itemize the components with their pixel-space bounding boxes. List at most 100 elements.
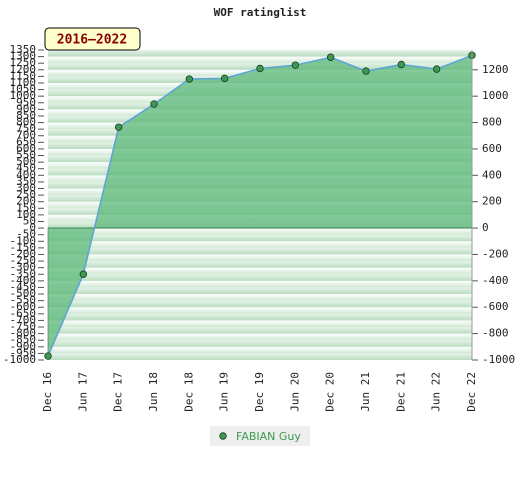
y-tick-label: -100 <box>10 234 37 247</box>
x-tick-label: Dec 21 <box>394 372 407 412</box>
point <box>256 64 264 73</box>
grid-band <box>48 307 472 314</box>
y-tick-label: 900 <box>16 102 36 115</box>
x-tick-label: Jun 18 <box>147 372 160 412</box>
y-tick-label: 300 <box>16 182 36 195</box>
y-tick-label: 700 <box>16 129 36 142</box>
y2-tick-label: 0 <box>482 221 489 234</box>
badge-label: 2016–2022 <box>57 33 127 48</box>
x-tick-label: Jun 19 <box>218 372 231 412</box>
y-tick-label: 1200 <box>10 63 37 76</box>
grid-band <box>48 267 472 275</box>
y-tick-label: 600 <box>16 142 36 155</box>
grid-band <box>48 50 472 57</box>
y-tick-label: 650 <box>16 135 36 148</box>
y-tick-label: 200 <box>16 195 36 208</box>
y2-tick-label: -800 <box>482 327 509 340</box>
grid-band <box>48 300 472 308</box>
y-tick-label: -850 <box>10 333 37 346</box>
point <box>432 65 441 73</box>
grid-band <box>48 280 472 288</box>
y-tick-label: 850 <box>16 109 36 122</box>
chart-title: WOF ratinglist <box>214 6 307 19</box>
y-tick-label: 1350 <box>10 43 37 56</box>
badge-box <box>44 27 141 51</box>
grid-band <box>48 254 472 262</box>
y2-tick-label: 1000 <box>482 89 509 102</box>
y-tick-label: -350 <box>10 267 37 280</box>
x-tick-label: Jun 22 <box>430 372 443 412</box>
y2-tick-label: -1000 <box>482 353 515 366</box>
y-tick-label: -600 <box>10 300 37 313</box>
y-tick-label: 1300 <box>10 50 37 63</box>
y2-tick-label: 800 <box>482 116 502 129</box>
grid-band <box>48 320 472 328</box>
y-tick-label: 1100 <box>10 76 37 89</box>
y-tick-label: -300 <box>10 261 37 274</box>
y2-tick-label: 600 <box>482 142 502 155</box>
y-tick-label: -250 <box>10 254 37 267</box>
legend-label: FABIAN Guy <box>236 430 301 443</box>
y-tick-label: 500 <box>16 155 36 168</box>
x-tick-label: Dec 20 <box>324 372 337 412</box>
point <box>185 75 194 83</box>
x-tick-label: Dec 17 <box>112 372 125 412</box>
y-tick-label: 1050 <box>10 83 37 96</box>
y-tick-label: 50 <box>23 214 36 227</box>
grid-band <box>48 241 472 248</box>
y2-tick-label: -600 <box>482 300 509 313</box>
y-tick-label: 0 <box>29 221 36 234</box>
y-tick-label: 950 <box>16 96 36 109</box>
grid-band <box>48 346 472 354</box>
x-tick-label: Jun 21 <box>359 372 372 412</box>
grid-band <box>48 353 472 360</box>
y2-tick-label: 400 <box>482 168 502 181</box>
y-tick-label: -450 <box>10 280 37 293</box>
x-tick-label: Jun 20 <box>288 372 301 412</box>
y2-tick-label: -400 <box>482 274 509 287</box>
legend-marker <box>219 432 227 440</box>
point <box>326 53 335 61</box>
grid-band <box>48 327 472 334</box>
point <box>114 123 123 131</box>
point <box>150 100 158 108</box>
y-tick-label: -950 <box>10 346 37 359</box>
point <box>397 60 406 69</box>
y-tick-label: 750 <box>16 122 36 135</box>
y-tick-label: 400 <box>16 168 36 181</box>
y-tick-label: -50 <box>16 228 36 241</box>
y2-tick-label: -200 <box>482 247 509 260</box>
y-tick-label: -650 <box>10 307 37 320</box>
x-tick-label: Dec 16 <box>41 372 54 412</box>
x-tick-label: Dec 18 <box>182 372 195 412</box>
y-tick-label: -1000 <box>3 353 36 366</box>
point <box>362 67 370 75</box>
grid-band <box>48 313 472 321</box>
grid-band <box>48 274 472 281</box>
y-tick-label: 1250 <box>10 56 37 69</box>
grid-band <box>48 333 472 341</box>
point <box>44 352 52 360</box>
y-tick-label: -900 <box>10 340 37 353</box>
grid-band <box>48 247 472 255</box>
y-tick-label: 100 <box>16 208 36 221</box>
grid-band <box>48 56 472 64</box>
y-tick-label: -700 <box>10 313 37 326</box>
point <box>220 74 229 83</box>
y-tick-label: -550 <box>10 294 37 307</box>
y-tick-label: 1000 <box>10 89 37 102</box>
grid-band <box>48 287 472 295</box>
legend-box <box>210 426 310 446</box>
y-tick-label: 250 <box>16 188 36 201</box>
grid-band <box>48 261 472 268</box>
x-tick-label: Dec 22 <box>465 372 478 412</box>
y-tick-label: 1150 <box>10 69 37 82</box>
grid-band <box>48 234 472 242</box>
y-tick-label: -400 <box>10 274 37 287</box>
y-tick-label: -200 <box>10 247 37 260</box>
y-tick-label: -150 <box>10 241 37 254</box>
grid-band <box>48 228 472 235</box>
y2-tick-label: 1200 <box>482 63 509 76</box>
x-tick-label: Dec 19 <box>253 372 266 412</box>
grid-band <box>48 340 472 347</box>
